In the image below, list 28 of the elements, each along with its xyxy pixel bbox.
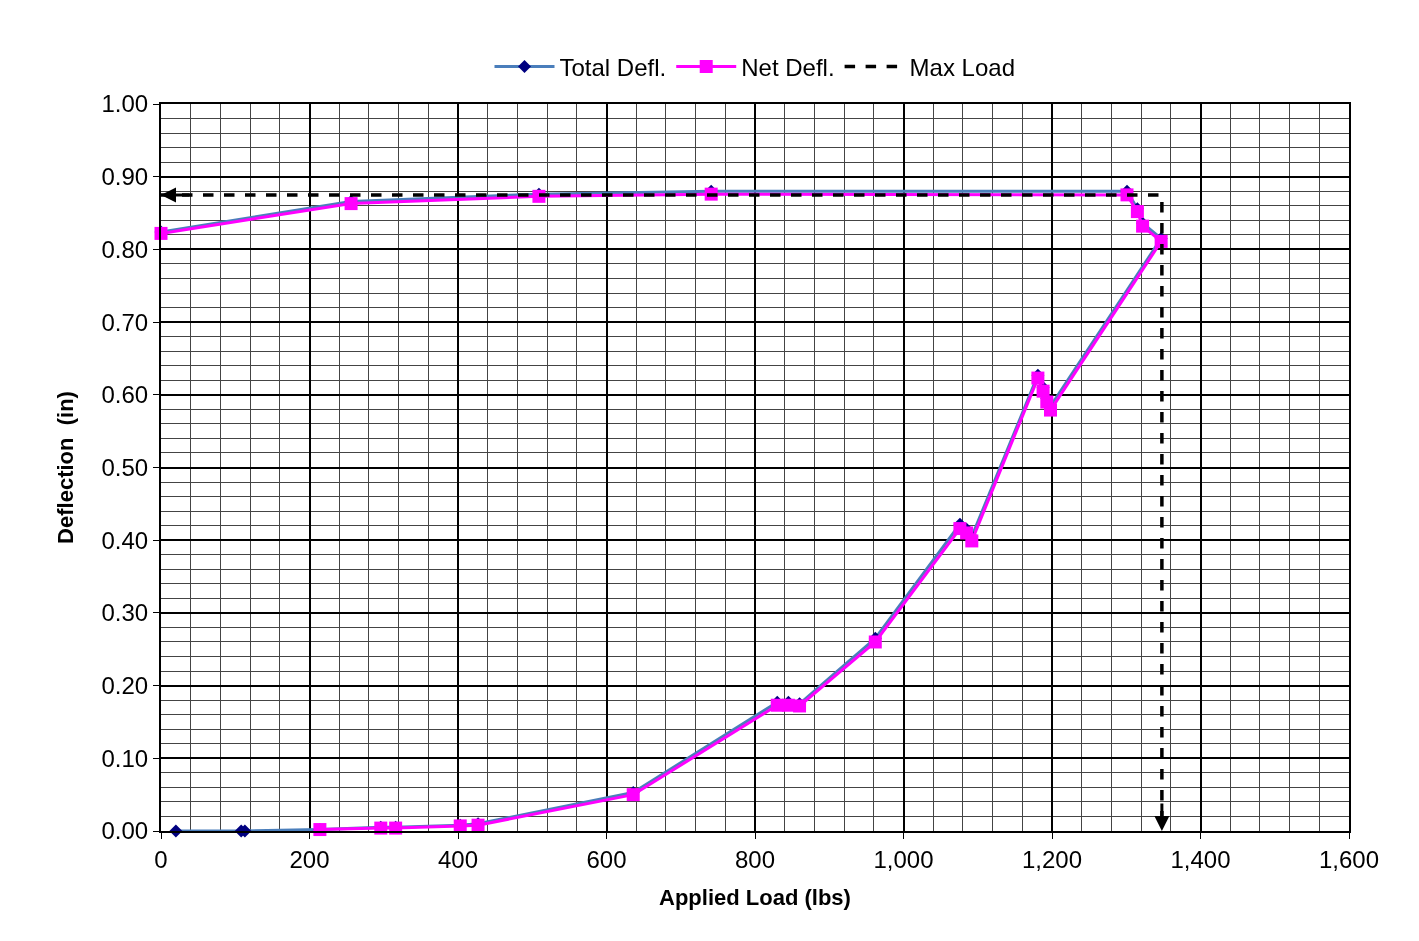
x-tick-label: 1,600 bbox=[1318, 845, 1380, 873]
x-axis-title: Applied Load (lbs) bbox=[659, 885, 851, 911]
y-tick-label: 0.30 bbox=[101, 599, 149, 627]
legend-label: Max Load bbox=[909, 53, 1015, 81]
x-tick-label: 0 bbox=[154, 845, 168, 873]
x-tick-label: 200 bbox=[289, 845, 330, 873]
x-tick-label: 400 bbox=[437, 845, 479, 873]
x-tick-label: 1,000 bbox=[873, 845, 934, 873]
y-tick-label: 0.80 bbox=[101, 235, 149, 263]
y-tick-label: 0.10 bbox=[101, 744, 149, 772]
y-axis-title: Deflection (in) bbox=[52, 391, 78, 544]
legend-label: Net Defl. bbox=[741, 53, 835, 81]
y-tick-label: 1.00 bbox=[101, 90, 149, 118]
y-tick-label: 0.40 bbox=[101, 526, 149, 554]
x-tick-label: 1,400 bbox=[1170, 845, 1231, 873]
x-tick-label: 600 bbox=[586, 845, 627, 873]
y-tick-label: 0.00 bbox=[101, 817, 149, 845]
x-tick-label: 800 bbox=[734, 845, 776, 873]
point bbox=[868, 635, 882, 649]
y-tick-label: 0.60 bbox=[101, 381, 149, 409]
y-tick-label: 0.90 bbox=[101, 163, 149, 191]
point bbox=[965, 534, 979, 548]
y-tick-label: 0.20 bbox=[101, 672, 149, 699]
x-tick-label: 1,200 bbox=[1021, 845, 1083, 873]
legend-label: Total Defl. bbox=[559, 53, 667, 81]
point bbox=[1044, 403, 1058, 417]
y-tick-label: 0.50 bbox=[101, 453, 149, 481]
y-tick-label: 0.70 bbox=[101, 308, 149, 336]
